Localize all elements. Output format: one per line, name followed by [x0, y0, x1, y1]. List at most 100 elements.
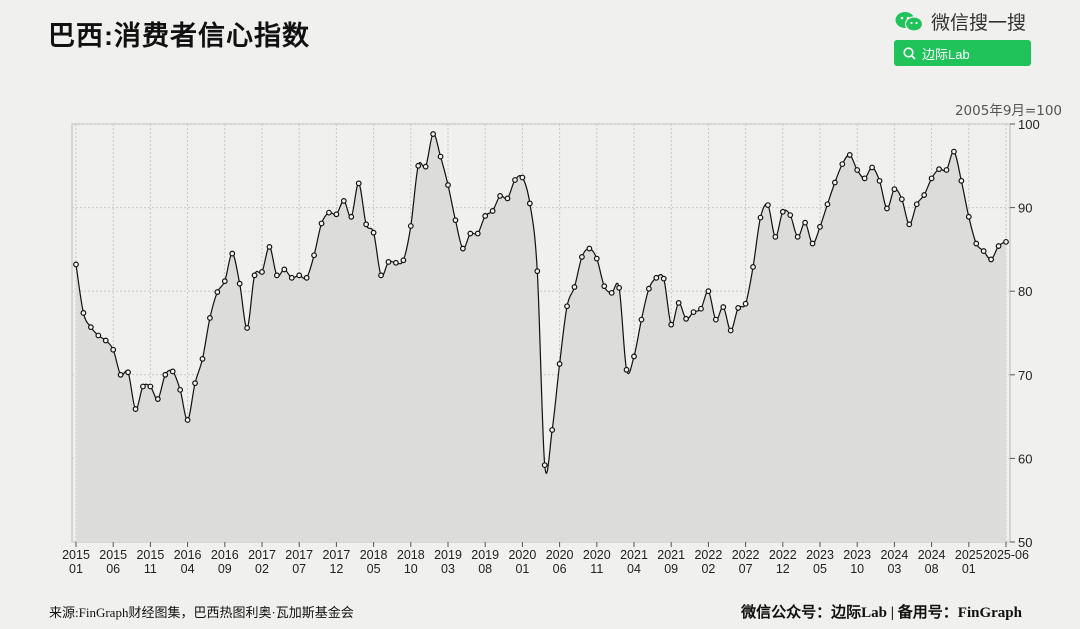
data-point [698, 305, 704, 312]
data-point [772, 233, 779, 240]
data-point [951, 148, 957, 155]
data-point [958, 177, 965, 184]
data-point [400, 257, 407, 264]
x-tick-label-month: 01 [962, 562, 976, 576]
data-point [965, 213, 972, 220]
x-tick-label-year: 2022 [694, 548, 722, 562]
data-point [750, 264, 756, 270]
data-point [117, 371, 124, 378]
data-point [333, 211, 340, 218]
data-point [489, 208, 496, 214]
data-point [184, 417, 191, 423]
data-point [720, 304, 727, 310]
x-tick-label-month: 10 [404, 562, 418, 576]
data-point [266, 243, 273, 250]
x-tick-label-year: 2024 [918, 548, 946, 562]
y-tick-label: 80 [1018, 284, 1032, 299]
data-point [348, 213, 355, 220]
y-tick-label: 70 [1018, 368, 1032, 383]
data-point [214, 289, 221, 295]
data-point [110, 346, 117, 353]
x-tick-label-year: 2016 [211, 548, 239, 562]
data-point [936, 166, 942, 173]
x-tick-label-year: 2025-06 [983, 548, 1029, 562]
data-point [340, 198, 347, 204]
data-point [355, 180, 362, 187]
x-tick-label-month: 11 [590, 562, 603, 576]
x-tick-label-year: 2018 [397, 548, 425, 562]
x-tick-label-month: 01 [515, 562, 529, 576]
data-point [668, 321, 675, 328]
data-point [601, 283, 608, 290]
x-tick-label-month: 08 [925, 562, 939, 576]
x-tick-label-month: 03 [441, 562, 455, 576]
data-point [236, 280, 243, 287]
wechat-icon [895, 11, 923, 32]
data-point [132, 406, 139, 412]
data-point [459, 245, 466, 252]
x-tick-label-year: 2022 [769, 548, 797, 562]
x-tick-label-month: 07 [292, 562, 306, 576]
data-point [281, 266, 288, 273]
x-tick-label-year: 2015 [99, 548, 127, 562]
data-point [556, 361, 563, 367]
page-title: 巴西:消费者信心指数 [48, 21, 310, 51]
data-point [712, 316, 719, 323]
data-point [140, 383, 146, 390]
data-point [898, 196, 905, 203]
data-point [876, 177, 883, 184]
x-tick-label-month: 12 [776, 562, 790, 576]
x-tick-label-month: 09 [664, 562, 678, 576]
data-point [608, 289, 615, 296]
data-point [125, 369, 131, 376]
x-tick-label-month: 06 [553, 562, 567, 576]
x-tick-label-year: 2017 [322, 548, 350, 562]
x-tick-label-year: 2021 [657, 548, 685, 562]
data-point [534, 268, 541, 275]
x-tick-label-month: 03 [887, 562, 901, 576]
data-point [430, 131, 437, 137]
data-point [192, 380, 198, 387]
x-tick-label-month: 11 [144, 562, 157, 576]
search-button[interactable]: 边际Lab [894, 40, 1031, 66]
data-point [586, 245, 593, 252]
x-tick-label-month: 04 [181, 562, 195, 576]
data-point [839, 161, 846, 168]
y-tick-label: 60 [1018, 451, 1032, 466]
data-point [288, 274, 295, 281]
data-point [73, 261, 79, 268]
data-point [482, 213, 489, 219]
data-point [259, 269, 265, 275]
data-point [579, 254, 585, 260]
x-tick-label-year: 2024 [880, 548, 908, 562]
x-tick-label-year: 2016 [174, 548, 202, 562]
data-point [735, 305, 742, 311]
x-tick-label-month: 12 [329, 562, 343, 576]
data-point [638, 316, 645, 323]
data-point [370, 229, 377, 236]
source-note: 来源:FinGraph财经图集，巴西热图利奥·瓦加斯基金会 [49, 605, 354, 620]
data-point [474, 230, 481, 237]
data-point [519, 174, 526, 181]
data-point [809, 240, 816, 247]
data-point [631, 353, 637, 360]
data-point [616, 284, 623, 291]
data-point [846, 152, 853, 158]
x-tick-label-month: 04 [627, 562, 641, 576]
data-point [660, 275, 667, 282]
wechat-label: 微信搜一搜 [931, 13, 1027, 34]
data-point [705, 288, 712, 295]
data-point [683, 315, 689, 322]
data-point [564, 303, 570, 310]
data-point [675, 300, 682, 306]
data-point [988, 256, 995, 263]
data-point [921, 192, 928, 198]
wechat-brand: 微信搜一搜 [895, 8, 1026, 35]
x-tick-label-year: 2025 [955, 548, 983, 562]
data-point [251, 272, 258, 279]
data-point [526, 200, 533, 207]
data-point [742, 300, 749, 307]
x-tick-label-year: 2023 [843, 548, 871, 562]
x-tick-label-year: 2021 [620, 548, 648, 562]
